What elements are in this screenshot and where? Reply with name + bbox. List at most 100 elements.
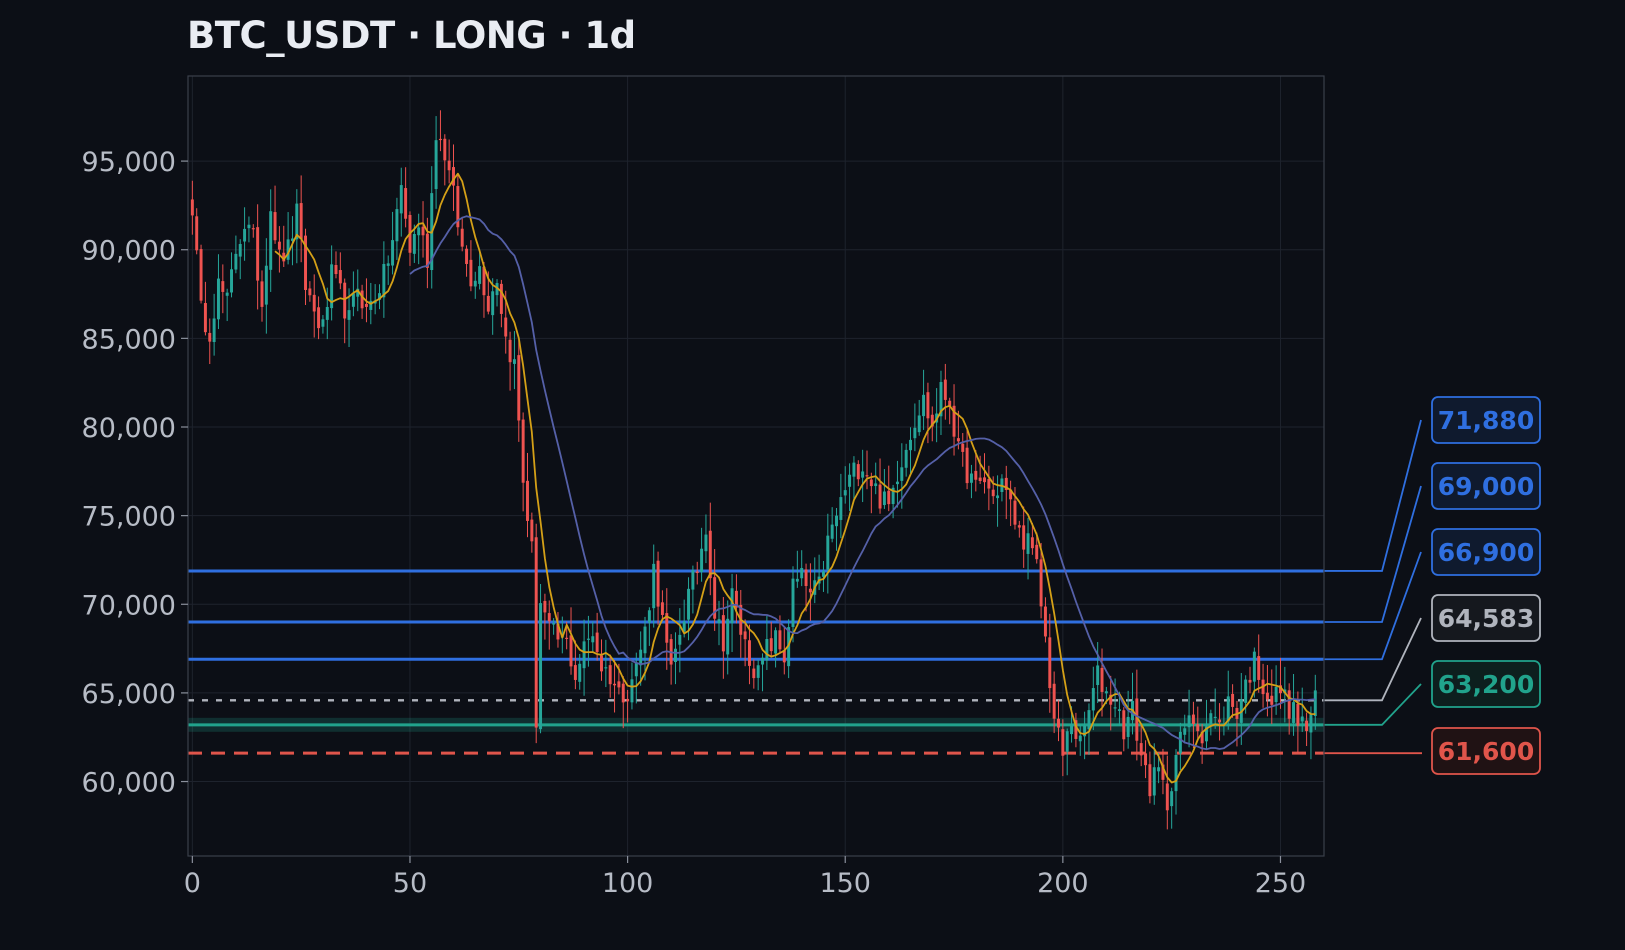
- candle-body: [604, 667, 608, 669]
- candle-body: [1048, 637, 1052, 689]
- candle-body: [277, 241, 281, 250]
- candle-body: [1043, 606, 1047, 637]
- candle-body: [356, 288, 360, 297]
- level-connector: [1324, 551, 1422, 661]
- candle-body: [747, 640, 751, 666]
- candle-body: [978, 477, 982, 482]
- candle-body: [190, 199, 194, 216]
- candle-body: [321, 319, 325, 327]
- price-levels: [188, 419, 1422, 755]
- candle-body: [447, 160, 451, 171]
- candle-body: [1248, 679, 1252, 683]
- candle-body: [434, 140, 438, 190]
- x-tick-label: 150: [819, 868, 871, 899]
- candle-body: [539, 603, 543, 730]
- candle-body: [826, 535, 830, 570]
- candle-body: [717, 619, 721, 624]
- candle-body: [199, 249, 203, 301]
- candle-body: [708, 530, 712, 579]
- candle-body: [835, 515, 839, 527]
- level-connector: [1324, 617, 1422, 702]
- candle-body: [887, 490, 891, 505]
- candle-body: [1109, 694, 1113, 705]
- candle-body: [378, 293, 381, 300]
- candle-body: [1231, 693, 1235, 707]
- candle-body: [1113, 707, 1117, 709]
- candle-body: [839, 497, 843, 520]
- candle-body: [282, 252, 286, 262]
- level-badge: [1431, 462, 1541, 510]
- candle-body: [534, 537, 538, 728]
- candle-body: [795, 578, 799, 582]
- candle-body: [417, 227, 421, 236]
- candle-body: [969, 473, 973, 483]
- candle-body: [491, 291, 495, 316]
- level-connector: [1324, 419, 1422, 572]
- candle-body: [1157, 767, 1161, 772]
- candle-body: [691, 570, 695, 590]
- candle-body: [369, 300, 373, 310]
- candle-body: [425, 233, 429, 268]
- candle-body: [478, 266, 482, 284]
- candle-body: [804, 569, 808, 587]
- candle-body: [1287, 690, 1291, 719]
- candle-body: [778, 630, 782, 650]
- candle-body: [234, 253, 238, 270]
- candle-body: [212, 318, 216, 343]
- candle-body: [1200, 731, 1204, 744]
- candle-body: [1078, 735, 1082, 742]
- level-badge: [1431, 528, 1541, 576]
- candle-body: [595, 632, 599, 652]
- candle-body: [469, 259, 473, 287]
- level-badge: [1431, 396, 1541, 444]
- candle-body: [1252, 651, 1256, 682]
- candle-body: [600, 655, 603, 672]
- candle-body: [1100, 667, 1104, 692]
- candle-body: [1313, 690, 1317, 717]
- candle-body: [687, 588, 691, 620]
- candle-body: [404, 188, 408, 219]
- candle-body: [1278, 685, 1282, 694]
- candle-body: [225, 292, 229, 296]
- candle-body: [713, 577, 717, 619]
- candle-body: [195, 216, 199, 251]
- candle-body: [996, 495, 1000, 499]
- y-tick-label: 60,000: [82, 768, 176, 799]
- grid-lines: [188, 76, 1324, 856]
- candle-body: [1083, 725, 1087, 737]
- candle-body: [1070, 724, 1074, 735]
- candle-body: [1196, 724, 1200, 732]
- candle-body: [286, 239, 290, 260]
- candle-body: [1174, 755, 1178, 792]
- candle-body: [639, 649, 643, 666]
- candle-body: [726, 618, 730, 655]
- candle-body: [399, 185, 403, 214]
- candle-body: [208, 332, 212, 342]
- y-tick-label: 75,000: [82, 502, 176, 533]
- candle-body: [1126, 716, 1130, 737]
- candle-body: [1135, 698, 1139, 741]
- level-label: 63,200: [1438, 670, 1534, 699]
- candle-body: [743, 631, 747, 640]
- candle-body: [395, 209, 399, 242]
- candle-body: [695, 571, 699, 574]
- candle-body: [330, 264, 334, 309]
- candle-body: [843, 490, 847, 496]
- candle-body: [565, 637, 569, 639]
- candle-body: [569, 635, 573, 667]
- candle-body: [273, 212, 277, 241]
- candle-body: [721, 615, 725, 652]
- y-tick-label: 65,000: [82, 679, 176, 710]
- candle-body: [1087, 710, 1091, 730]
- axes: 60,000 65,000 70,000 75,000 80,000 85,000 90,0…: [82, 75, 1325, 899]
- y-tick-label: 85,000: [82, 324, 176, 355]
- candle-body: [1205, 726, 1208, 742]
- level-badges: 71,880 69,000 66,900 64,583 63,200 61,600: [1431, 396, 1541, 775]
- candle-body: [926, 392, 930, 419]
- candle-body: [456, 186, 460, 228]
- candle-body: [1183, 728, 1187, 735]
- candle-body: [1017, 525, 1021, 528]
- candle-body: [591, 636, 595, 643]
- candle-body: [473, 280, 477, 287]
